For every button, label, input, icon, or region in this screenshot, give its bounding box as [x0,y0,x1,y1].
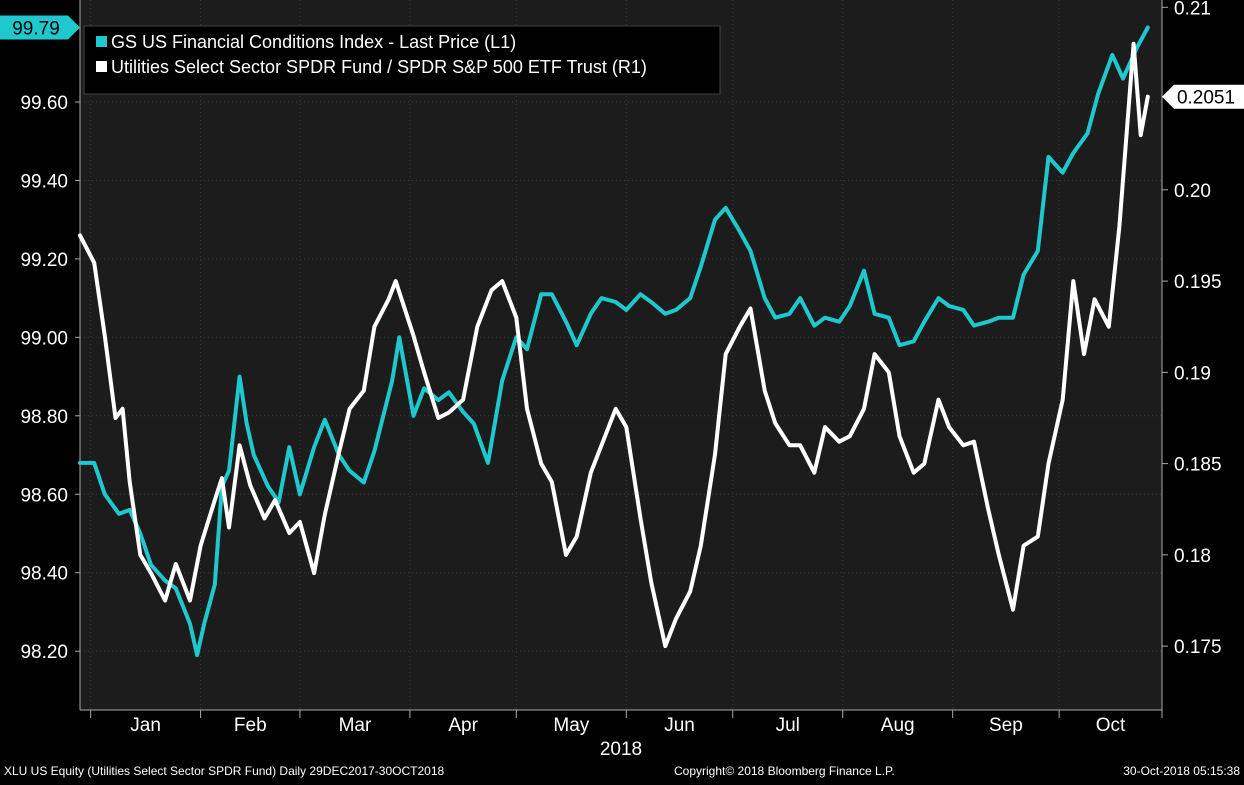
left-tick-label: 98.80 [20,407,68,428]
right-last-value-label: 0.2051 [1177,88,1235,109]
left-tick-label: 99.00 [20,328,68,349]
right-tick-label: 0.19 [1174,363,1211,384]
left-tick-label: 99.20 [20,250,68,271]
legend: GS US Financial Conditions Index - Last … [83,25,721,95]
x-month-label: Mar [339,715,372,736]
x-month-label: Aug [881,715,915,736]
left-tick-label: 99.40 [20,171,68,192]
x-month-label: Apr [448,715,478,736]
right-tick-label: 0.21 [1174,0,1211,19]
left-tick-label: 98.60 [20,485,68,506]
left-last-value-label: 99.79 [12,18,60,39]
x-month-label: Jun [664,715,695,736]
x-month-label: Feb [234,715,267,736]
legend-label-2: Utilities Select Sector SPDR Fund / SPDR… [111,57,647,77]
right-tick-label: 0.195 [1174,272,1222,293]
right-last-value-badge [1162,84,1244,109]
plot-area [80,0,1162,710]
left-tick-label: 98.20 [20,642,68,663]
right-tick-label: 0.20 [1174,181,1211,202]
legend-swatch-2 [96,61,107,72]
legend-label-1: GS US Financial Conditions Index - Last … [111,32,516,52]
footer: XLU US Equity (Utilities Select Sector S… [0,762,1244,780]
right-tick-label: 0.175 [1174,637,1222,658]
legend-swatch-1 [96,36,107,47]
left-tick-label: 98.40 [20,564,68,585]
series-line-2 [78,41,1150,649]
x-month-label: Oct [1096,715,1126,736]
x-month-label: May [553,715,589,736]
right-tick-label: 0.185 [1174,455,1222,476]
x-year-label: 2018 [600,739,642,760]
right-tick-label: 0.18 [1174,546,1211,567]
legend-box [83,25,721,95]
x-month-label: Jul [776,715,800,736]
footer-copyright: Copyright© 2018 Bloomberg Finance L.P. [674,764,895,778]
footer-timestamp: 30-Oct-2018 05:15:38 [1123,764,1240,778]
x-month-label: Sep [989,715,1023,736]
left-last-value-badge [0,15,80,40]
footer-ticker: XLU US Equity (Utilities Select Sector S… [4,764,445,778]
left-tick-label: 99.60 [20,93,68,114]
series-line-1 [78,25,1150,658]
x-month-label: Jan [130,715,161,736]
